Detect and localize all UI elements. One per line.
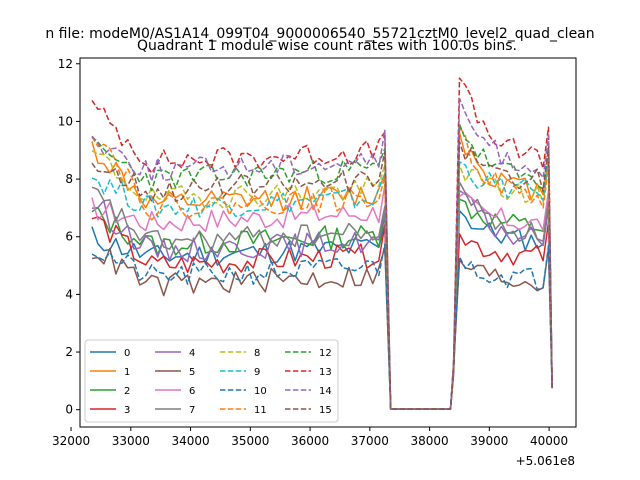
y-tick-label: 8 bbox=[65, 172, 73, 186]
series-line-15 bbox=[91, 140, 553, 410]
y-tick-label: 4 bbox=[65, 287, 73, 301]
series-layer bbox=[91, 77, 553, 410]
legend-label-1: 1 bbox=[124, 367, 130, 378]
x-tick-label: 32000 bbox=[52, 434, 90, 448]
y-tick-label: 12 bbox=[58, 57, 73, 71]
x-tick-label: 38000 bbox=[410, 434, 448, 448]
series-line-3 bbox=[91, 216, 553, 410]
x-axis: 32000 33000 34000 35000 36000 37000 38000 39000… bbox=[52, 427, 568, 448]
x-tick-label: 36000 bbox=[291, 434, 329, 448]
legend-label-11: 11 bbox=[254, 405, 267, 416]
series-line-0 bbox=[91, 207, 553, 410]
legend-label-13: 13 bbox=[319, 367, 332, 378]
x-tick-label: 35000 bbox=[231, 434, 269, 448]
y-tick-label: 0 bbox=[65, 403, 73, 417]
y-tick-label: 6 bbox=[65, 230, 73, 244]
y-tick-label: 10 bbox=[58, 114, 73, 128]
legend-label-7: 7 bbox=[189, 405, 195, 416]
legend-label-14: 14 bbox=[319, 386, 332, 397]
x-axis-offset-label: +5.061e8 bbox=[516, 454, 575, 468]
legend-label-10: 10 bbox=[254, 386, 267, 397]
series-line-4 bbox=[91, 189, 553, 410]
series-line-5 bbox=[91, 246, 553, 410]
series-line-6 bbox=[91, 184, 553, 410]
legend-label-3: 3 bbox=[124, 405, 130, 416]
x-tick-label: 33000 bbox=[112, 434, 150, 448]
x-tick-label: 40000 bbox=[530, 434, 568, 448]
x-tick-label: 34000 bbox=[171, 434, 209, 448]
series-line-10 bbox=[91, 243, 553, 410]
series-line-13 bbox=[91, 77, 553, 410]
legend-label-6: 6 bbox=[189, 386, 195, 397]
legend-label-5: 5 bbox=[189, 367, 195, 378]
series-line-11 bbox=[91, 126, 553, 410]
legend-label-0: 0 bbox=[124, 348, 130, 359]
legend-frame bbox=[84, 339, 339, 423]
chart-title: Quadrant 1 module wise count rates with … bbox=[137, 38, 517, 54]
x-tick-label: 37000 bbox=[351, 434, 389, 448]
legend-label-12: 12 bbox=[319, 348, 332, 359]
series-line-14 bbox=[91, 97, 553, 410]
legend-label-15: 15 bbox=[319, 405, 332, 416]
y-axis: 0 2 4 6 8 10 12 bbox=[58, 57, 80, 417]
y-tick-label: 2 bbox=[65, 345, 73, 359]
legend-label-8: 8 bbox=[254, 348, 260, 359]
chart-suptitle: n file: modeM0/AS1A14_099T04_9000006540_… bbox=[45, 26, 594, 42]
x-tick-label: 39000 bbox=[470, 434, 508, 448]
series-line-7 bbox=[91, 181, 553, 410]
plot-border bbox=[79, 57, 577, 428]
legend-label-4: 4 bbox=[189, 348, 195, 359]
series-line-9 bbox=[91, 158, 553, 410]
legend-label-2: 2 bbox=[124, 386, 130, 397]
legend-label-9: 9 bbox=[254, 367, 260, 378]
